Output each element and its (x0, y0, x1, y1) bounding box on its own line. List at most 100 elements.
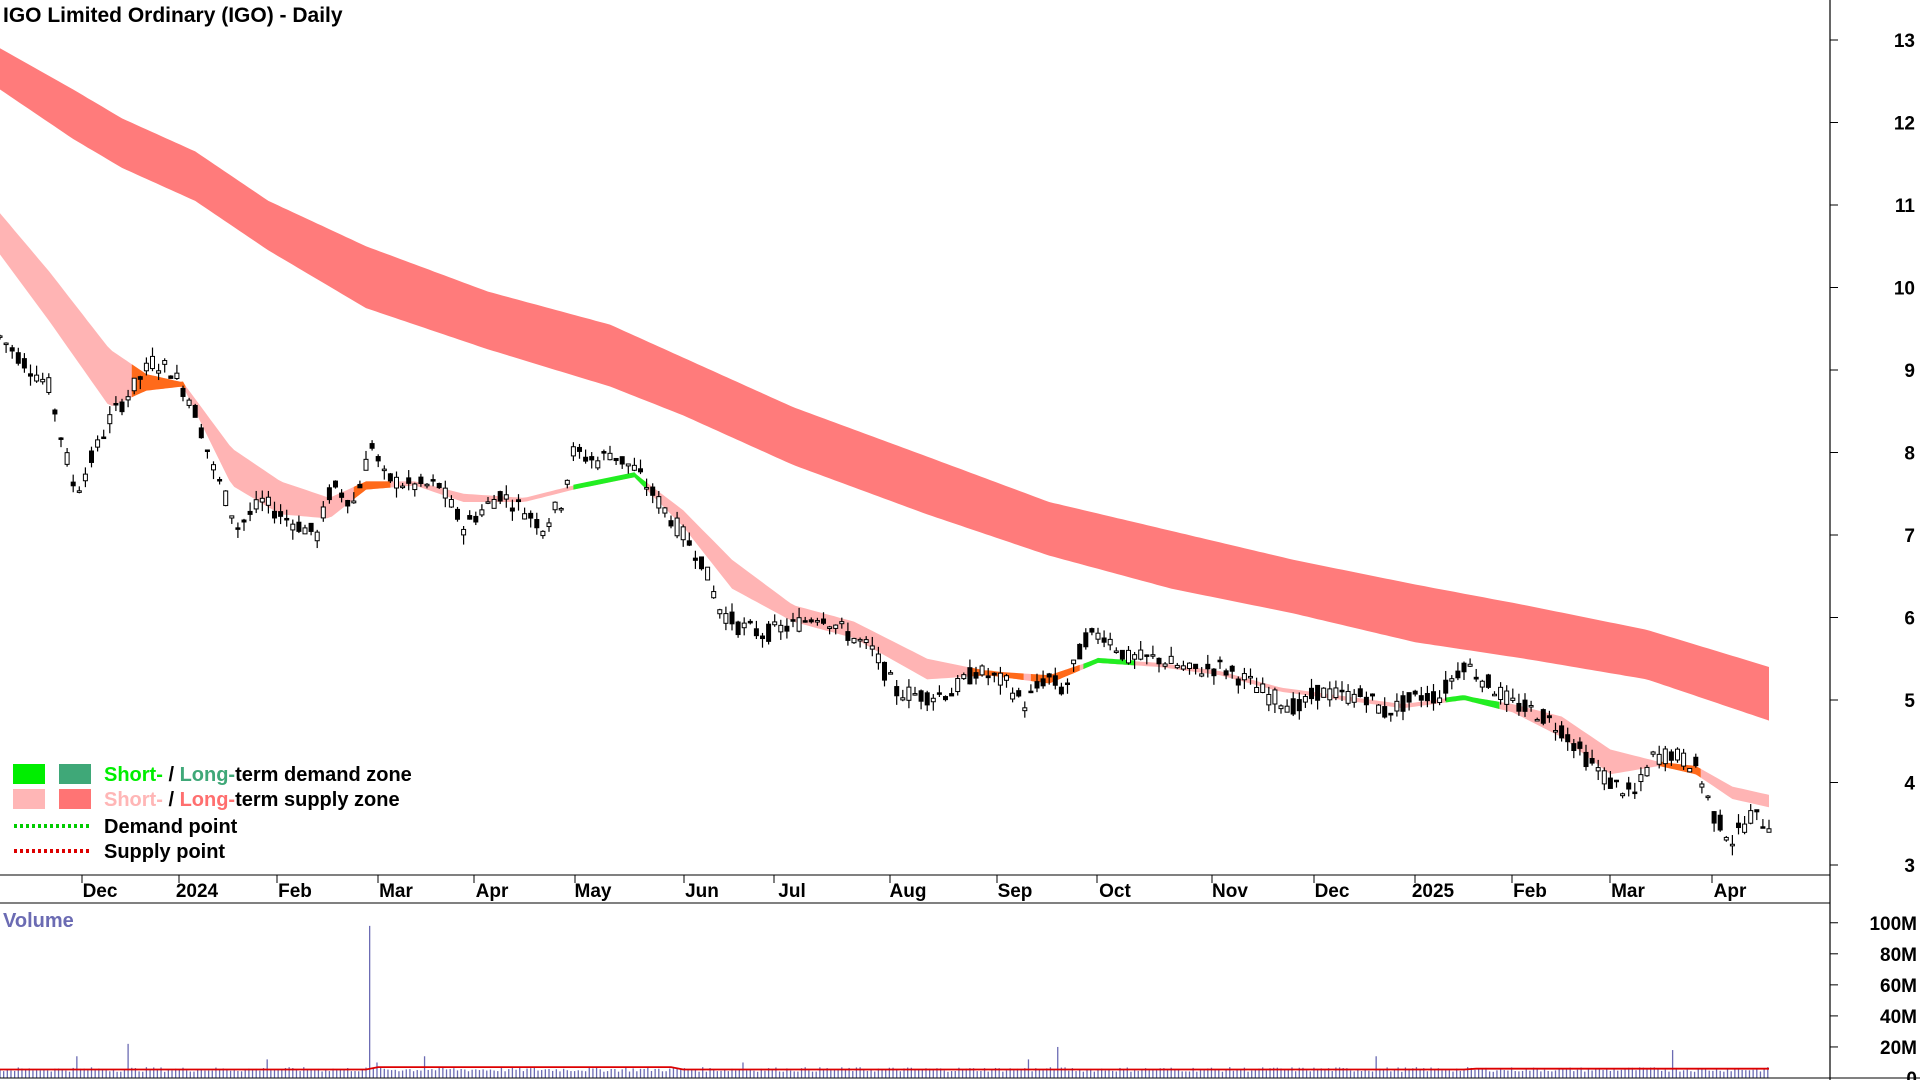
x-tick-label: Mar (1611, 881, 1645, 902)
y-tick-label: 7 (1904, 526, 1915, 547)
candle-body (235, 527, 241, 530)
legend-swatch-short-0 (13, 764, 45, 784)
candle-body (943, 696, 948, 701)
x-tick-label: Jun (685, 881, 719, 902)
candle-body (290, 523, 296, 531)
candle-body (1321, 687, 1327, 698)
candle-body (1052, 675, 1058, 686)
legend-sep: / (163, 764, 180, 786)
candle-body (619, 456, 625, 465)
candle-body (644, 487, 650, 490)
candle-body (1418, 695, 1424, 701)
candle-body (924, 692, 930, 706)
candle-body (223, 490, 229, 507)
candle-body (1668, 751, 1674, 761)
candle-body (64, 452, 70, 465)
y-tick-label: 4 (1904, 774, 1915, 795)
y-tick-label: 9 (1904, 361, 1915, 382)
candle-body (1144, 654, 1150, 657)
candle-body (961, 674, 967, 680)
candle-body (82, 473, 88, 482)
candle-body (363, 458, 369, 471)
candle-body (1113, 650, 1119, 653)
candle-body (583, 456, 589, 462)
candle-body (448, 499, 454, 508)
candle-body (198, 427, 204, 439)
candle-body (186, 399, 192, 406)
candle-body (217, 478, 223, 482)
chart-title: IGO Limited Ordinary (IGO) - Daily (3, 4, 343, 27)
candle-body (607, 452, 613, 461)
candle-body (857, 638, 863, 642)
candle-body (1119, 649, 1125, 660)
candle-body (1717, 814, 1723, 831)
candle-body (991, 672, 997, 676)
candle-body (888, 672, 894, 675)
candle-body (473, 515, 479, 523)
legend-label-3: Supply point (104, 841, 225, 863)
candle-body (680, 526, 686, 541)
candle-body (1327, 688, 1333, 701)
candle-body (278, 511, 284, 517)
candle-body (1034, 681, 1040, 689)
candle-body (302, 527, 308, 535)
candle-body (1504, 690, 1510, 705)
legend-suffix: term supply zone (235, 789, 399, 811)
candle-body (400, 485, 406, 489)
vol-tick-label: 60M (1880, 976, 1917, 997)
candle-body (253, 499, 259, 510)
candle-body (821, 618, 826, 624)
candle-body (1571, 743, 1577, 751)
supply-zone-marker-0 (131, 364, 186, 398)
candle-body (156, 370, 162, 374)
candle-body (1248, 675, 1253, 679)
candle-body (1180, 665, 1186, 670)
candle-body (1363, 696, 1369, 706)
candle-body (1650, 751, 1656, 755)
candle-body (1150, 654, 1156, 657)
candle-body (1333, 687, 1339, 699)
vol-tick-label: 0 (1906, 1069, 1917, 1080)
x-tick-label: Sep (998, 881, 1033, 902)
vol-tick-label: 80M (1880, 945, 1917, 966)
candle-body (1412, 690, 1418, 695)
candle-body (1614, 779, 1619, 783)
candle-body (1168, 655, 1174, 664)
x-tick-label: Dec (1315, 881, 1350, 902)
candle-body (333, 480, 338, 488)
candle-body (1638, 774, 1644, 783)
candle-body (1705, 795, 1711, 799)
candle-body (1760, 826, 1766, 829)
candle-body (686, 540, 692, 546)
candle-body (357, 483, 363, 489)
candle-body (1254, 686, 1260, 694)
candle-body (1278, 705, 1284, 710)
y-tick-label: 6 (1904, 609, 1915, 630)
vol-tick-label: 100M (1869, 914, 1917, 935)
candle-body (1626, 782, 1632, 790)
candle-body (174, 372, 180, 379)
candle-body (9, 347, 15, 352)
candle-body (839, 621, 845, 625)
supply-zone-marker-1 (353, 481, 391, 500)
candle-body (723, 613, 729, 624)
candle-body (1583, 751, 1589, 768)
candle-body (1620, 793, 1626, 797)
candle-body (827, 626, 833, 630)
candle-body (455, 508, 460, 520)
candle-body (985, 675, 991, 679)
x-tick-label: Mar (379, 881, 413, 902)
long-term-supply-band (0, 48, 1769, 721)
candle-body (1071, 659, 1077, 665)
candle-body (1077, 643, 1083, 660)
candle-body (741, 622, 747, 629)
candle-body (1461, 662, 1467, 673)
candle-body (461, 528, 467, 536)
candle-body (259, 497, 265, 503)
volume-title: Volume (3, 910, 74, 932)
x-tick-label: May (575, 881, 612, 902)
candle-body (76, 490, 82, 493)
candle-body (1546, 715, 1552, 719)
